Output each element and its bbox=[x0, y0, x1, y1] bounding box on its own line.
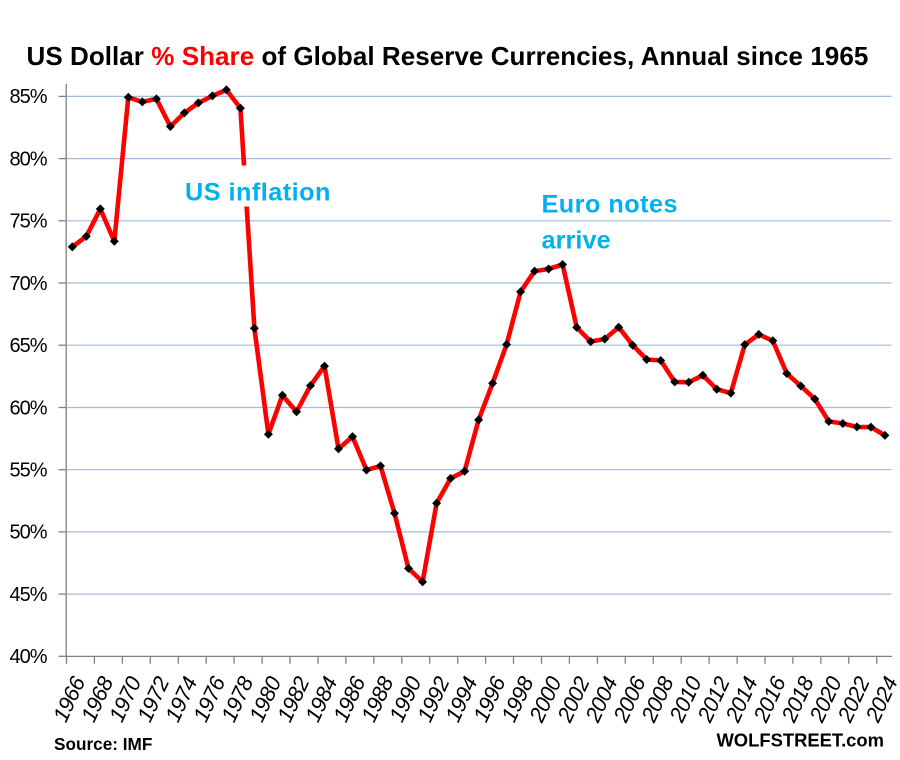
svg-text:70%: 70% bbox=[9, 273, 47, 295]
svg-text:WOLFSTREET.com: WOLFSTREET.com bbox=[716, 730, 884, 751]
svg-text:40%: 40% bbox=[9, 646, 47, 668]
svg-text:55%: 55% bbox=[9, 460, 47, 482]
svg-text:85%: 85% bbox=[9, 86, 47, 108]
svg-text:US Dollar % Share of Global Re: US Dollar % Share of Global Reserve Curr… bbox=[27, 41, 869, 71]
svg-text:80%: 80% bbox=[9, 148, 47, 170]
svg-text:Source: IMF: Source: IMF bbox=[54, 734, 152, 754]
svg-text:45%: 45% bbox=[9, 584, 47, 606]
svg-text:75%: 75% bbox=[9, 211, 47, 233]
svg-text:US inflation: US inflation bbox=[185, 179, 331, 207]
svg-text:60%: 60% bbox=[9, 397, 47, 419]
svg-text:50%: 50% bbox=[9, 522, 47, 544]
svg-text:65%: 65% bbox=[9, 335, 47, 357]
svg-text:arrive: arrive bbox=[542, 226, 611, 254]
svg-text:Euro notes: Euro notes bbox=[542, 190, 679, 218]
